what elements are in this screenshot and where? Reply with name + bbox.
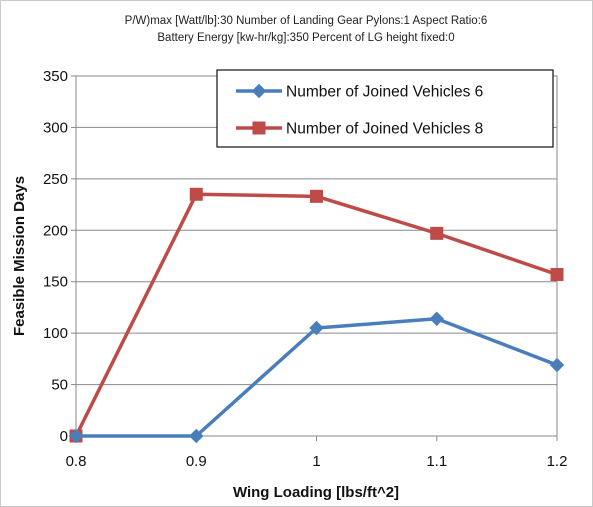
y-axis-title: Feasible Mission Days bbox=[11, 176, 28, 336]
y-tick-label: 250 bbox=[43, 171, 68, 188]
data-point bbox=[309, 320, 324, 336]
x-tick-label: 1.2 bbox=[547, 453, 568, 470]
series-layer bbox=[68, 187, 565, 444]
data-point bbox=[430, 226, 444, 240]
legend-label: Number of Joined Vehicles 8 bbox=[286, 121, 483, 138]
series-line bbox=[76, 316, 558, 438]
x-tick-label: 1 bbox=[312, 453, 320, 470]
y-tick-label: 50 bbox=[51, 377, 68, 394]
x-tick-label: 1.1 bbox=[426, 453, 447, 470]
y-tick-label: 300 bbox=[43, 119, 68, 136]
y-tick-label: 0 bbox=[60, 428, 68, 445]
legend-label: Number of Joined Vehicles 6 bbox=[286, 84, 483, 101]
data-point bbox=[310, 189, 323, 203]
x-tick-label: 0.9 bbox=[186, 453, 207, 470]
legend-item-2: Number of Joined Vehicles 8 bbox=[236, 121, 483, 138]
series-1 bbox=[68, 311, 565, 444]
y-tick-label: 150 bbox=[43, 274, 68, 291]
data-point bbox=[189, 187, 203, 201]
data-point bbox=[550, 268, 564, 282]
x-tick-label: 0.8 bbox=[66, 453, 87, 470]
legend: Number of Joined Vehicles 6 Number of Joi… bbox=[216, 69, 554, 148]
y-axis-tick-labels: 0 50 100 150 200 250 300 350 bbox=[43, 68, 76, 445]
legend-marker bbox=[251, 83, 267, 99]
x-axis-title: Wing Loading [lbs/ft^2] bbox=[233, 484, 399, 501]
x-axis-tick-labels: 0.8 0.9 1 1.1 1.2 bbox=[66, 436, 568, 470]
legend-box bbox=[216, 69, 554, 148]
data-point bbox=[189, 428, 204, 444]
data-point bbox=[68, 428, 84, 444]
data-point bbox=[429, 311, 444, 326]
series-2 bbox=[69, 187, 564, 443]
y-tick-label: 100 bbox=[43, 325, 68, 342]
chart-title-line-1: P/W)max [Watt/lb]:30 Number of Landing G… bbox=[125, 15, 488, 27]
data-point bbox=[549, 357, 565, 373]
chart-title-line-2: Battery Energy [kw-hr/kg]:350 Percent of… bbox=[157, 32, 454, 44]
legend-item-1: Number of Joined Vehicles 6 bbox=[236, 84, 483, 101]
y-tick-label: 350 bbox=[43, 68, 68, 85]
y-tick-label: 200 bbox=[43, 222, 68, 239]
legend-marker bbox=[252, 121, 266, 135]
